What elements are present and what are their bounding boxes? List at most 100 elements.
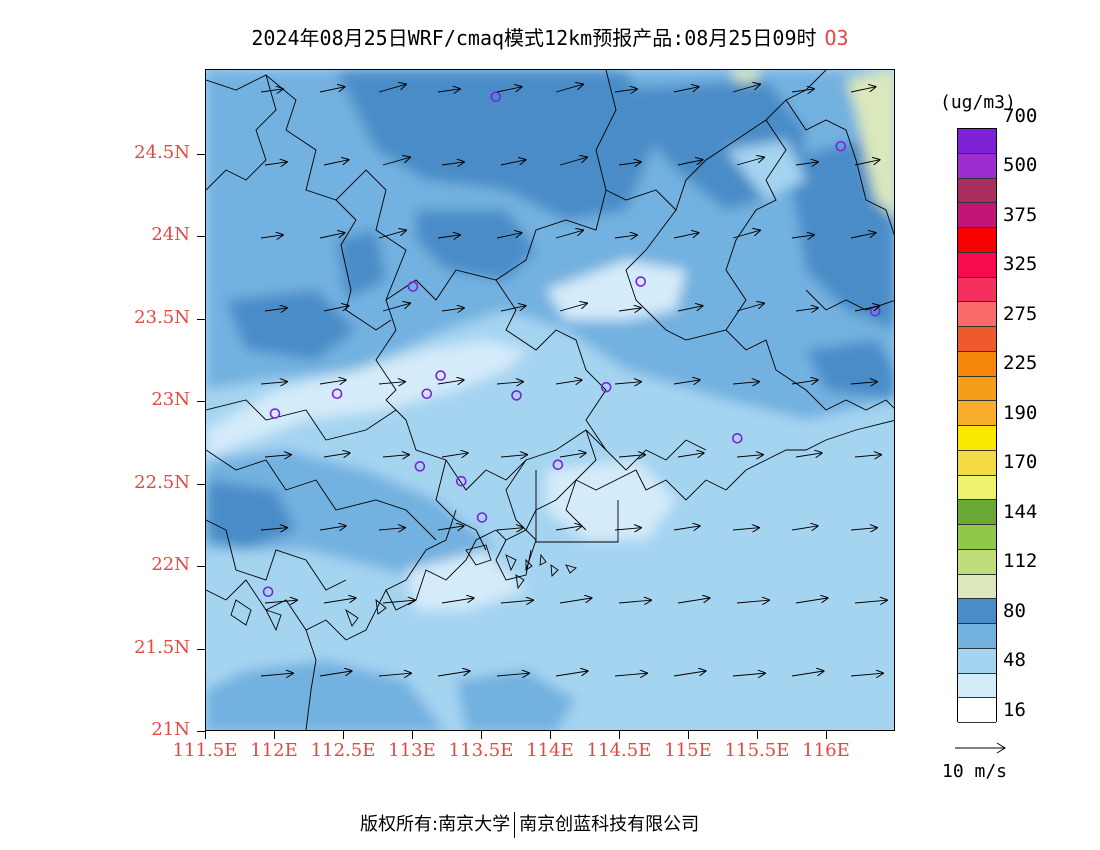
wind-arrow <box>500 455 527 457</box>
station-marker <box>421 388 433 400</box>
wind-arrow <box>673 526 700 530</box>
wind-arrow <box>559 598 592 604</box>
wind-arrow <box>732 84 760 93</box>
wind-arrow <box>673 87 698 93</box>
station-marker <box>407 281 419 292</box>
wind-arrow <box>441 308 464 311</box>
wind-arrow <box>260 89 283 92</box>
lon-tick-label: 115E <box>664 740 712 761</box>
wind-arrow <box>795 453 822 457</box>
wind-arrow <box>496 87 521 93</box>
lon-tick-label: 115.5E <box>724 740 790 761</box>
wind-arrow <box>319 380 346 384</box>
admin-boundaries <box>206 70 894 730</box>
map-canvas <box>206 70 895 730</box>
colorbar-tick-label: 112 <box>1003 550 1038 573</box>
wind-arrow <box>500 160 525 166</box>
wind-arrow <box>496 382 523 384</box>
lat-tick-label: 21N <box>151 719 190 740</box>
colorbar-cell <box>958 178 996 204</box>
colorbar-cell <box>958 351 996 377</box>
colorbar-cell <box>958 673 996 699</box>
wind-arrow <box>437 380 464 384</box>
footer-left: 版权所有:南京大学 <box>360 814 511 835</box>
colorbar-cell <box>958 624 996 649</box>
colorbar-cell <box>958 574 996 600</box>
wind-arrow <box>437 89 460 92</box>
wind-arrow <box>382 600 415 603</box>
wind-arrow <box>559 303 587 312</box>
wind-arrow <box>441 453 468 457</box>
lat-tick-mark <box>197 566 205 567</box>
station-marker <box>490 91 502 103</box>
wind-arrow <box>791 235 814 238</box>
lat-tick-mark <box>197 401 205 402</box>
colorbar-tick-label: 170 <box>1003 451 1038 474</box>
wind-arrow <box>264 455 291 457</box>
lon-tick-mark <box>412 731 413 739</box>
colorbar-cell <box>958 203 996 228</box>
wind-arrow <box>614 235 637 238</box>
colorbar-cell <box>958 450 996 476</box>
wind-vectors <box>260 84 895 677</box>
colorbar-tick-label: 80 <box>1003 599 1026 622</box>
wind-arrow <box>559 453 586 457</box>
colorbar-cell <box>958 648 996 674</box>
wind-arrow <box>441 162 464 165</box>
wind-arrow <box>732 230 760 239</box>
wind-arrow <box>378 230 406 239</box>
wind-arrow <box>319 526 346 530</box>
wind-arrow <box>437 526 464 530</box>
colorbar-cell <box>958 475 996 501</box>
wind-arrow <box>323 598 356 604</box>
colorbar-cell <box>958 525 996 550</box>
wind-arrow <box>850 87 875 93</box>
wind-arrow <box>677 160 702 166</box>
wind-arrow <box>378 84 406 93</box>
colorbar-cell <box>958 277 996 303</box>
wind-arrow <box>618 600 651 603</box>
lon-tick-label: 113.5E <box>448 740 514 761</box>
station-marker <box>331 388 343 400</box>
wind-arrow <box>496 528 523 530</box>
colorbar-cell <box>958 426 996 451</box>
lon-tick-mark <box>205 731 206 739</box>
wind-arrow <box>677 453 704 457</box>
copyright-footer: 版权所有:南京大学 南京创蓝科技有限公司 <box>360 810 699 838</box>
lat-tick-mark <box>197 153 205 155</box>
colorbar-cell <box>958 549 996 575</box>
wind-arrow <box>260 673 293 676</box>
wind-arrow <box>260 235 283 238</box>
wind-arrow <box>378 528 405 530</box>
wind-arrow <box>850 528 877 530</box>
wind-arrow <box>382 455 409 457</box>
wind-arrow <box>378 673 411 676</box>
colorbar-cell <box>958 500 996 525</box>
wind-arrow <box>323 160 348 166</box>
chart-title: 2024年08月25日WRF/cmaq模式12km预报产品:08月25日09时 O… <box>0 22 1100 51</box>
wind-arrow <box>614 528 641 530</box>
wind-arrow <box>677 598 710 604</box>
wind-arrow <box>732 673 765 676</box>
lat-tick-label: 24N <box>151 224 190 245</box>
lon-tick-mark <box>619 731 620 739</box>
title-text: 2024年08月25日WRF/cmaq模式12km预报产品:08月25日09时 <box>251 26 817 50</box>
colorbar-tick-label: 325 <box>1003 253 1038 276</box>
wind-arrow <box>441 598 474 604</box>
lon-tick-mark <box>550 731 551 739</box>
wind-arrow <box>382 303 410 312</box>
wind-arrow <box>614 382 641 384</box>
pollutant-label: O3 <box>824 26 849 50</box>
lat-tick-mark <box>197 731 205 732</box>
wind-arrow <box>618 455 645 457</box>
wind-arrow <box>264 600 297 603</box>
wind-arrow <box>795 598 828 604</box>
o3-concentration-field <box>206 70 894 730</box>
station-marker <box>600 381 612 393</box>
wind-arrow <box>437 671 470 677</box>
lon-tick-mark <box>481 731 482 739</box>
colorbar <box>957 128 997 723</box>
wind-arrow <box>614 89 637 92</box>
wind-arrow <box>500 306 525 312</box>
lon-tick-label: 111.5E <box>172 740 238 761</box>
